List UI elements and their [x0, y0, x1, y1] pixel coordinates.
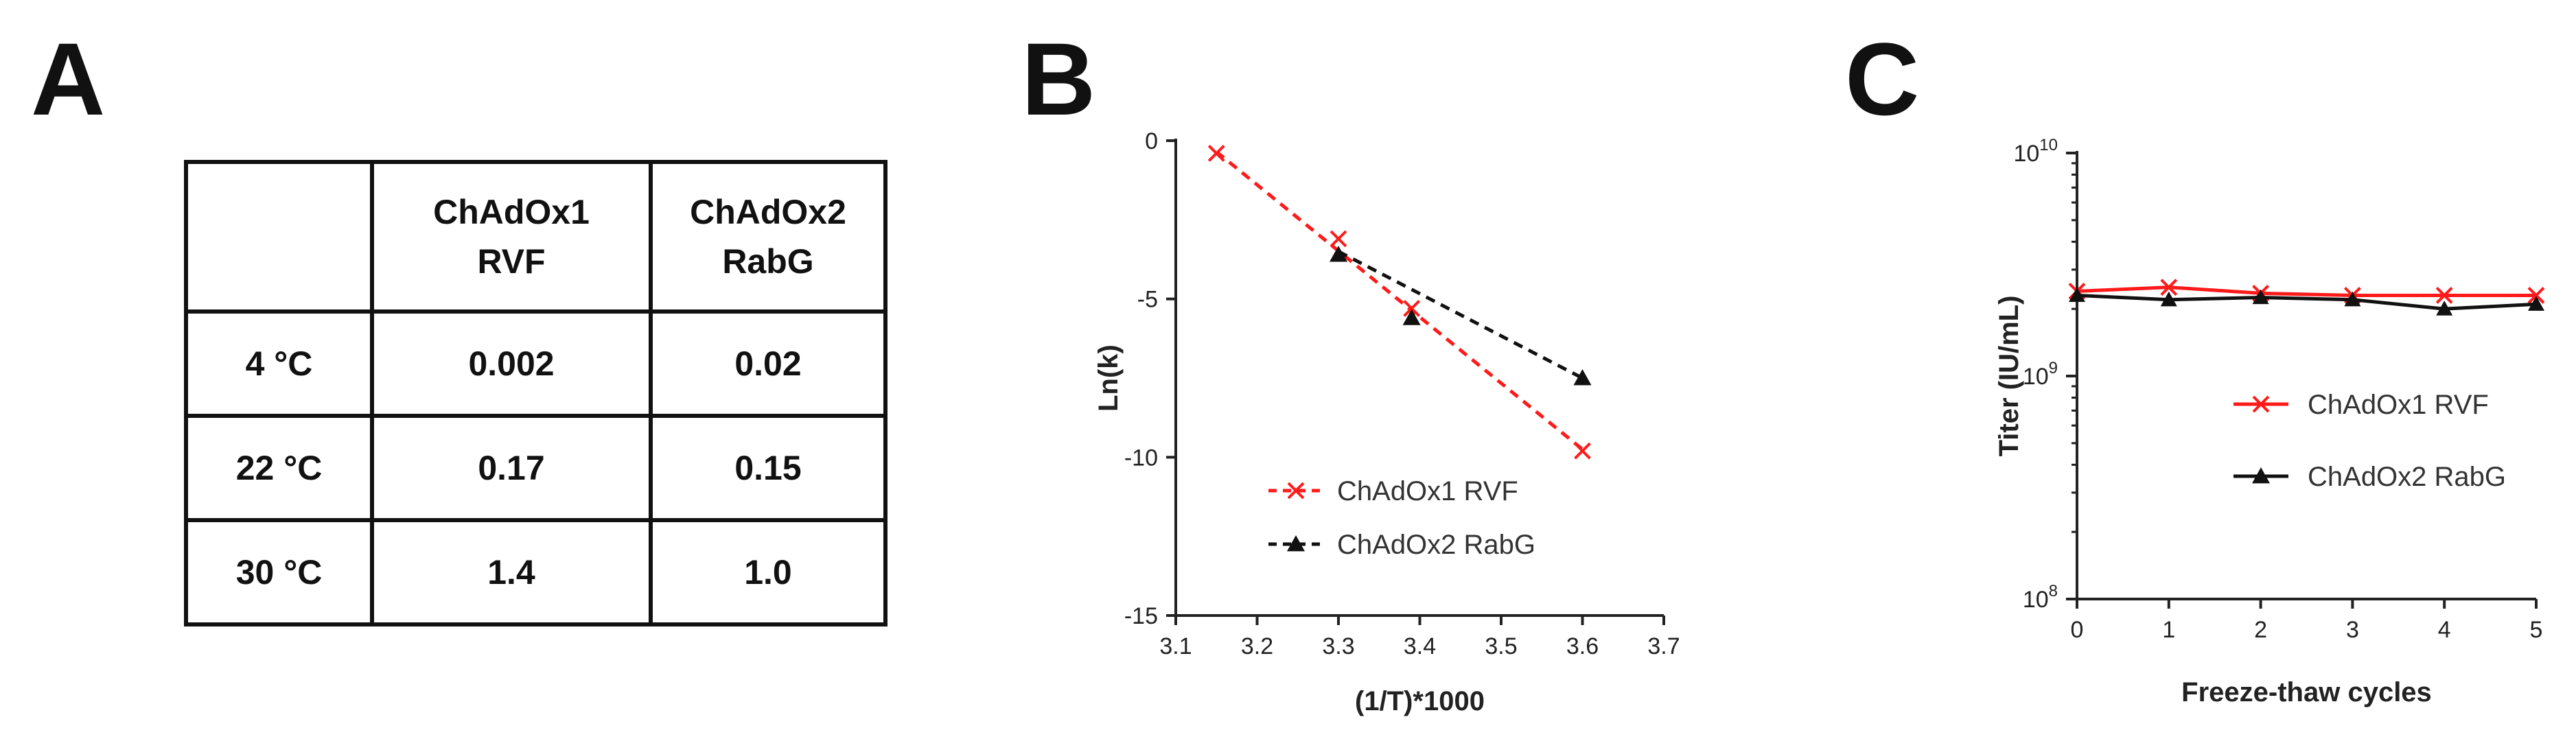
data-point [2160, 279, 2178, 296]
data-point [1330, 230, 1347, 248]
x-tick-label: 3.2 [1241, 633, 1273, 659]
y-tick-label: 0 [1145, 128, 1158, 154]
panel-label-a: A [31, 21, 106, 137]
y-tick-label: -5 [1137, 287, 1158, 313]
x-tick-label: 3.6 [1566, 633, 1599, 659]
data-point [1573, 369, 1592, 386]
x-tick-label: 3.7 [1647, 633, 1680, 659]
header-line: ChAdOx2 [690, 192, 846, 231]
table-row: 22 °C 0.17 0.15 [184, 414, 887, 522]
legend-marker [1287, 535, 1305, 552]
rate-constant-table: ChAdOx1 RVF ChAdOx2 RabG 4 °C 0.002 0.02 2… [184, 160, 887, 626]
legend-label: ChAdOx2 RabG [2308, 462, 2506, 492]
data-point [2069, 287, 2085, 303]
series-line-2 [2076, 293, 2537, 311]
x-tick-label: 3.3 [1322, 633, 1354, 659]
x-tick-label: 2 [2254, 617, 2267, 643]
y-tick-label: 108 [2023, 582, 2058, 613]
data-point [2344, 291, 2361, 307]
x-axis-title: Freeze-thaw cycles [2181, 677, 2432, 707]
data-point [2527, 287, 2545, 304]
table-cell-temperature: 4 °C [184, 309, 374, 418]
x-tick-label: 3.4 [1404, 633, 1436, 659]
header-line: RabG [722, 242, 814, 281]
legend-label: ChAdOx1 RVF [2308, 390, 2489, 420]
data-point [1574, 442, 1591, 460]
table-cell: 0.02 [649, 309, 887, 418]
x-tick-label: 3 [2346, 617, 2359, 643]
data-point [1403, 300, 1421, 317]
x-tick-label: 5 [2530, 617, 2543, 643]
table-cell: 0.002 [370, 309, 653, 418]
data-point [2435, 287, 2453, 304]
legend-label: ChAdOx1 RVF [1337, 476, 1518, 506]
table-cell: 0.15 [649, 414, 887, 522]
data-point [2160, 291, 2177, 307]
y-tick-label: -10 [1124, 445, 1158, 471]
data-point [2436, 301, 2453, 316]
data-point [1330, 246, 1347, 262]
x-tick-label: 3.1 [1159, 633, 1192, 659]
legend-marker [2252, 467, 2270, 484]
y-tick-label: -15 [1124, 603, 1158, 629]
x-tick-label: 0 [2071, 617, 2084, 643]
x-tick-label: 1 [2162, 617, 2175, 643]
table-cell: 1.0 [649, 518, 887, 626]
fit-line-1 [1215, 150, 1584, 451]
series-line-1 [2076, 285, 2536, 297]
y-tick-label: 109 [2023, 359, 2058, 390]
header-line: RVF [477, 242, 546, 281]
y-axis-title: Ln(k) [1093, 344, 1124, 412]
fit-line-2 [1337, 250, 1583, 380]
table-cell: 1.4 [370, 518, 653, 626]
data-point [2252, 289, 2269, 305]
x-axis-title: (1/T)*1000 [1355, 686, 1485, 716]
legend-marker [2252, 395, 2270, 413]
table-cell: 0.17 [370, 414, 653, 522]
panel-label-c: C [1845, 21, 1920, 137]
x-tick-label: 4 [2438, 617, 2451, 643]
table-cell-temperature: 30 °C [184, 518, 374, 626]
data-point [1402, 309, 1421, 325]
data-point [2528, 296, 2544, 311]
legend-label: ChAdOx2 RabG [1337, 530, 1535, 560]
legend-marker [1287, 482, 1305, 500]
panel-label-b: B [1021, 21, 1096, 137]
table-cell-temperature: 22 °C [184, 414, 374, 522]
table-header-empty [184, 160, 374, 314]
y-axis-title: Titer (IU/mL) [1994, 296, 2024, 457]
table-header-chadox1: ChAdOx1 RVF [370, 160, 653, 314]
y-tick-label: 1010 [2013, 136, 2058, 167]
data-point [1207, 145, 1225, 162]
table-row: 4 °C 0.002 0.02 [184, 309, 887, 418]
table-header-chadox2: ChAdOx2 RabG [649, 160, 887, 314]
x-tick-label: 3.5 [1485, 633, 1517, 659]
table-header-row: ChAdOx1 RVF ChAdOx2 RabG [184, 160, 887, 314]
table-row: 30 °C 1.4 1.0 [184, 518, 887, 626]
header-line: ChAdOx1 [433, 192, 590, 231]
